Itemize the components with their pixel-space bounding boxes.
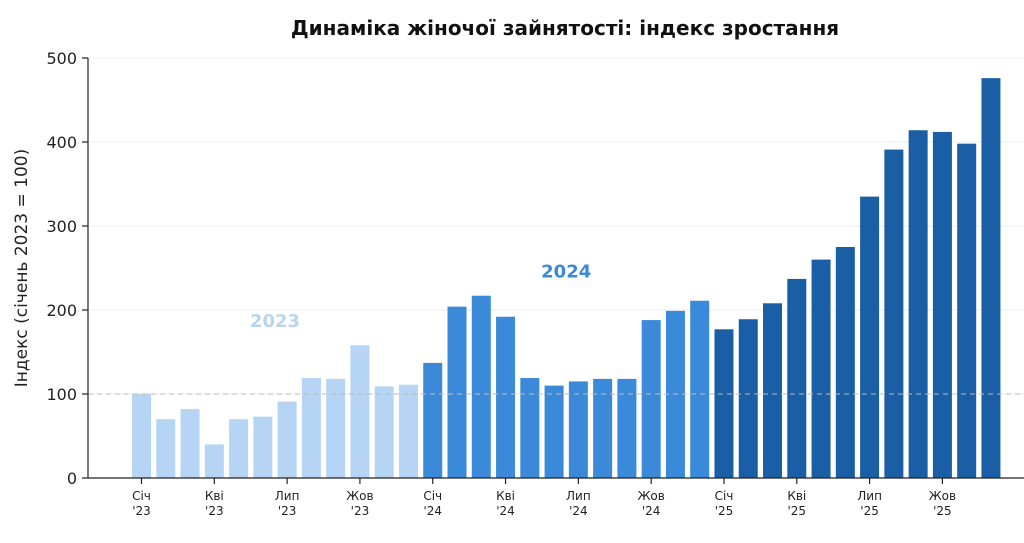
x-tick-year: '24 <box>642 504 661 518</box>
x-tick-year: '24 <box>496 504 515 518</box>
bar-13 <box>423 362 443 478</box>
bar-12 <box>398 384 418 478</box>
y-tick-label: 100 <box>46 385 77 404</box>
x-tick-year: '25 <box>860 504 879 518</box>
bar-25 <box>714 329 734 478</box>
bar-29 <box>811 259 831 478</box>
x-tick-year: '24 <box>569 504 588 518</box>
x-tick-month: Кві <box>496 489 515 503</box>
x-tick-year: '25 <box>715 504 734 518</box>
x-tick-month: Жов <box>929 489 956 503</box>
bar-5 <box>229 419 249 478</box>
y-tick-label: 400 <box>46 133 77 152</box>
x-tick-month: Жов <box>346 489 373 503</box>
x-tick-year: '23 <box>205 504 224 518</box>
bar-6 <box>253 416 273 478</box>
bar-7 <box>277 401 297 478</box>
x-axis-ticks: Січ'23Кві'23Лип'23Жов'23Січ'24Кві'24Лип'… <box>132 478 956 518</box>
bar-21 <box>617 378 637 478</box>
x-tick-month: Лип <box>566 489 591 503</box>
bar-3 <box>180 409 200 478</box>
gridlines <box>88 57 1024 395</box>
bar-26 <box>738 319 758 478</box>
x-tick-month: Кві <box>205 489 224 503</box>
bar-24 <box>690 300 710 478</box>
bar-10 <box>350 345 370 478</box>
bar-4 <box>204 444 224 478</box>
bar-11 <box>374 386 394 478</box>
chart-title: Динаміка жіночої зайнятості: індекс зрос… <box>291 16 839 40</box>
y-tick-label: 300 <box>46 217 77 236</box>
bar-33 <box>908 130 928 479</box>
x-tick-year: '25 <box>788 504 807 518</box>
y-tick-label: 500 <box>46 49 77 68</box>
x-tick-month: Лип <box>857 489 882 503</box>
y-axis-label: Індекс (січень 2023 = 100) <box>12 149 32 388</box>
bar-14 <box>447 306 467 478</box>
bar-30 <box>835 247 855 478</box>
bar-2 <box>156 419 176 478</box>
x-tick-month: Січ <box>423 489 442 503</box>
bar-9 <box>326 378 346 478</box>
bar-17 <box>520 378 540 478</box>
bar-28 <box>787 278 807 478</box>
year-label-2023: 2023 <box>250 311 300 332</box>
bar-19 <box>568 381 588 478</box>
bar-31 <box>860 196 880 478</box>
bar-34 <box>932 131 952 479</box>
bar-8 <box>301 378 321 478</box>
bar-36 <box>981 78 1001 478</box>
x-tick-year: '23 <box>351 504 370 518</box>
bar-20 <box>593 378 613 478</box>
x-tick-year: '23 <box>278 504 297 518</box>
bar-35 <box>957 143 977 478</box>
year-label-2024: 2024 <box>541 262 591 283</box>
bars <box>132 78 1001 479</box>
x-tick-year: '25 <box>933 504 952 518</box>
x-tick-month: Кві <box>787 489 806 503</box>
x-tick-month: Жов <box>637 489 664 503</box>
x-tick-year: '23 <box>132 504 151 518</box>
x-tick-year: '24 <box>423 504 442 518</box>
bar-1 <box>132 394 151 478</box>
bar-15 <box>471 295 491 478</box>
y-axis-ticks: 0 100 200 300 400 500 <box>46 49 88 488</box>
year-annotations: 2023 2024 <box>250 262 591 333</box>
x-tick-month: Січ <box>715 489 734 503</box>
bar-16 <box>496 316 516 478</box>
bar-27 <box>763 303 783 478</box>
y-tick-label: 0 <box>67 469 77 488</box>
bar-32 <box>884 149 904 478</box>
bar-22 <box>641 320 661 478</box>
x-tick-month: Лип <box>275 489 300 503</box>
bar-18 <box>544 385 564 478</box>
x-tick-month: Січ <box>132 489 151 503</box>
y-tick-label: 200 <box>46 301 77 320</box>
